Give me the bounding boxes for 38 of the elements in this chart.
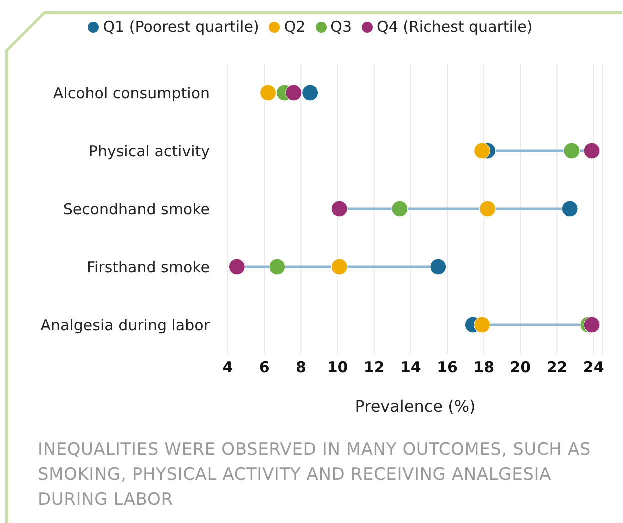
- y-tick-label: Firsthand smoke: [86, 258, 210, 276]
- y-tick-label: Secondhand smoke: [63, 200, 210, 218]
- y-tick-label: Physical activity: [88, 142, 210, 160]
- point: [584, 316, 600, 334]
- x-tick-label: 20: [510, 358, 532, 377]
- x-tick-label: 14: [400, 358, 422, 377]
- point: [562, 200, 578, 218]
- x-tick-label: 24: [583, 358, 604, 377]
- point: [392, 200, 408, 218]
- point: [286, 84, 302, 102]
- legend-label: Q4 (Richest quartile): [377, 18, 533, 36]
- point: [228, 258, 246, 276]
- legend-label: Q2: [284, 18, 306, 36]
- point: [331, 258, 348, 276]
- text: INEQUALITIES WERE OBSERVED IN MANY OUTCOMES, SUCH AS SMOKING, PHYSICAL ACTIVITY AND RECEIVING ANALGESIA DURING LABOR: [38, 439, 592, 512]
- x-tick-label: 6: [259, 358, 270, 377]
- point: [474, 142, 491, 160]
- x-tick-label: 18: [474, 358, 495, 377]
- point: [302, 84, 319, 102]
- point: [269, 258, 286, 276]
- legend-label: Q1 (Poorest quartile): [103, 18, 260, 36]
- point: [474, 316, 491, 334]
- point: [260, 84, 276, 102]
- x-tick-label: 22: [546, 358, 568, 377]
- y-tick-label: Alcohol consumption: [53, 84, 210, 102]
- point: [564, 142, 580, 160]
- point: [584, 142, 600, 160]
- x-tick-label: 16: [437, 358, 458, 377]
- point: [331, 200, 348, 218]
- y-tick-label: Analgesia during labor: [40, 316, 211, 334]
- x-tick-label: 4: [222, 358, 234, 377]
- point: [480, 200, 496, 218]
- point: [430, 258, 447, 276]
- x-tick-label: 10: [327, 358, 348, 377]
- x-tick-label: 12: [364, 358, 385, 377]
- x-axis-title: Prevalence (%): [355, 397, 476, 416]
- x-tick-label: 8: [296, 358, 306, 377]
- legend-label: Q3: [330, 18, 352, 36]
